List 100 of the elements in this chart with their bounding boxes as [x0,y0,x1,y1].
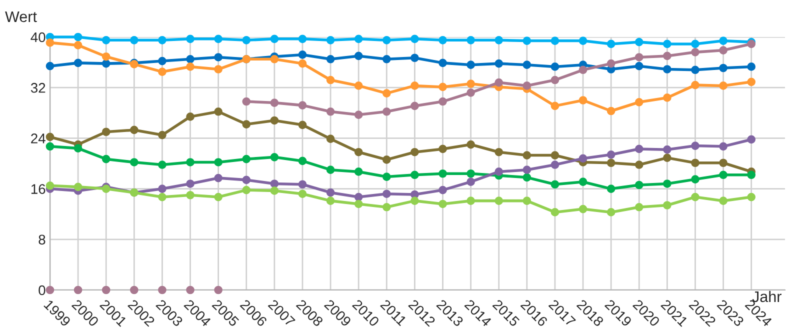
point [663,52,672,60]
point [663,180,672,188]
y-axis-title: Wert [5,11,37,22]
point [354,52,363,60]
point [74,32,82,42]
point [46,132,54,142]
point [438,58,447,68]
point [130,158,138,166]
point [719,170,728,180]
point [382,156,391,164]
point [691,158,700,168]
point [298,50,307,59]
point [158,286,166,294]
point [494,148,504,156]
point [634,144,644,154]
point [242,154,251,164]
point [382,172,391,181]
point [691,40,700,48]
point [158,68,166,76]
point [606,158,616,168]
point [438,200,447,208]
point [494,196,504,205]
point [158,160,166,169]
point [298,190,307,198]
point [186,34,194,44]
point [494,168,504,176]
point [298,156,307,166]
point [74,41,82,50]
point [270,180,279,188]
point [326,76,335,84]
point [326,134,335,143]
point [410,196,419,205]
point [410,170,419,180]
point [214,53,222,62]
point [466,88,475,97]
point [298,34,307,44]
point [747,62,756,71]
point [382,36,391,44]
point [634,53,644,62]
point [606,106,616,116]
point [578,66,588,74]
point [242,176,251,184]
point [410,148,419,156]
point [550,76,560,84]
point [438,186,447,194]
point [634,98,644,106]
point [438,82,447,92]
point [74,286,82,294]
point [354,200,363,208]
point [747,192,756,202]
point [242,36,251,44]
point [550,151,560,160]
point [102,154,110,164]
point [214,34,222,44]
point [214,107,222,116]
point [522,60,532,69]
point [466,196,475,205]
point [382,89,391,98]
point [242,97,251,106]
point [691,48,700,56]
point [691,142,700,150]
point [214,158,222,166]
point [158,184,166,193]
point [354,192,363,202]
point [550,180,560,189]
point [522,196,532,205]
point [354,110,363,119]
point [270,34,279,44]
point [298,120,307,130]
point [158,192,166,202]
y-tick-label: 0 [38,285,46,296]
point [663,94,672,102]
point [663,154,672,162]
point [663,145,672,154]
point [719,196,728,205]
point [522,166,532,174]
point [410,54,419,62]
point [438,36,447,44]
point [606,40,616,48]
point [522,36,532,45]
point [186,180,194,188]
point [326,107,335,116]
y-tick-label: 32 [30,82,46,93]
point [719,36,728,45]
point [214,286,222,294]
point [186,190,194,200]
point [719,142,728,151]
point [494,59,504,68]
point [354,82,363,90]
point [214,174,222,182]
point [158,36,166,44]
point [326,54,335,64]
point [186,112,194,121]
point [102,59,110,68]
point [719,64,728,72]
point [691,80,700,90]
point [326,36,335,44]
point [214,65,222,74]
point [74,144,82,152]
point [270,98,279,107]
